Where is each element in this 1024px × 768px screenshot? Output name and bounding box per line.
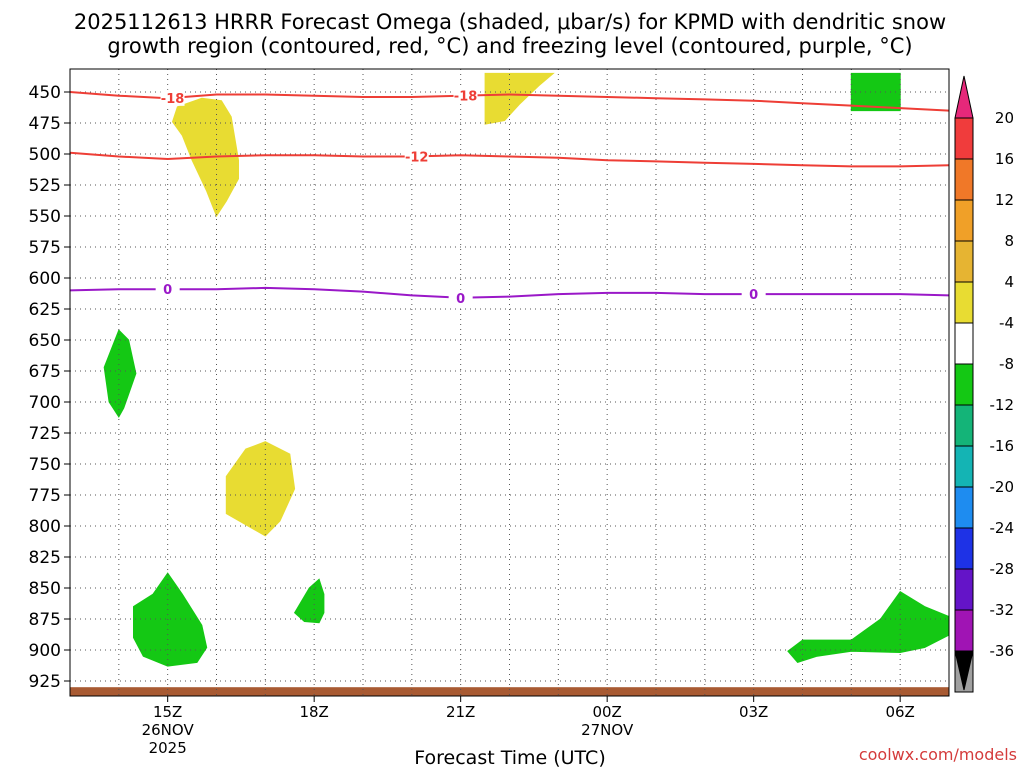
colorbar-label: 4 (1004, 273, 1014, 291)
y-tick-label: 525 (29, 176, 61, 196)
contour-label-bg (448, 289, 473, 306)
y-tick-label: 850 (29, 579, 61, 599)
contour-label-dgz-18: -18 (161, 92, 185, 107)
colorbar-segment (954, 445, 974, 488)
colorbar-label: -36 (990, 642, 1015, 660)
colorbar-segment (954, 527, 974, 570)
colorbar-bottom-arrow (954, 650, 974, 691)
x-tick-label: 06Z (885, 703, 914, 721)
omega-neg-lower-right (787, 591, 949, 663)
contour-dgz-12 (70, 151, 949, 168)
contour-label-dgz-12: -12 (405, 150, 429, 165)
y-tick-label: 575 (29, 238, 61, 258)
colorbar-segment (954, 568, 974, 611)
x-tick-label: 00Z (592, 703, 621, 721)
colorbar-label: -16 (990, 437, 1015, 455)
contour-dgz-18 (70, 91, 949, 112)
contour-label-bg (404, 148, 429, 165)
credit-text: coolwx.com/models (859, 745, 1017, 764)
y-tick-label: 650 (29, 331, 61, 351)
colorbar-segment (954, 363, 974, 406)
contour-label-bg (160, 89, 185, 106)
y-tick-label: 550 (29, 207, 61, 227)
y-tick-label: 675 (29, 362, 61, 382)
terrain-strip (70, 687, 949, 696)
omega-pos-mid (225, 441, 296, 537)
chart-title-line1: 2025112613 HRRR Forecast Omega (shaded, … (74, 10, 946, 34)
y-tick-label: 825 (29, 548, 61, 568)
colorbar-label: -32 (990, 601, 1015, 619)
terrain (70, 687, 949, 696)
omega-pos-upper-mid (484, 72, 555, 125)
x-tick-label: 03Z (739, 703, 768, 721)
colorbar-label: 12 (995, 191, 1014, 209)
y-tick-label: 775 (29, 486, 61, 506)
colorbar-segment (954, 486, 974, 529)
colorbar-segment (954, 158, 974, 201)
y-tick-label: 900 (29, 641, 61, 661)
colorbar-label: -8 (999, 355, 1014, 373)
omega-neg-lower-mid (293, 578, 325, 624)
contour-label-bg (741, 286, 766, 303)
y-tick-label: 800 (29, 517, 61, 537)
contour-label-freezing-level: 0 (749, 288, 758, 303)
x-tick-label: 21Z (446, 703, 475, 721)
colorbar-segment (954, 117, 974, 160)
y-tick-label: 475 (29, 114, 61, 134)
colorbar-label: 8 (1004, 232, 1014, 250)
x-tick-date: 26NOV (142, 721, 195, 739)
contours: -18 -18 -12 0 0 0 (70, 87, 949, 307)
omega-neg-left-mid (103, 329, 137, 418)
y-tick-label: 625 (29, 300, 61, 320)
y-axis: 450 475 500 525 550 575 600 625 650 675 700 725 750 7… (29, 83, 70, 692)
colorbar-label: -24 (990, 519, 1015, 537)
contour-label-bg (155, 281, 180, 298)
omega-neg-lower-left (133, 572, 208, 667)
colorbar: 20 16 12 8 4 -4 -8 -12 -16 -20 -24 -28 -32 -36 (954, 75, 1015, 693)
plot-frame (69, 68, 950, 697)
y-tick-label: 925 (29, 672, 61, 692)
x-axis-label: Forecast Time (UTC) (414, 747, 605, 768)
colorbar-top-arrow (954, 75, 974, 119)
y-tick-label: 725 (29, 424, 61, 444)
y-tick-label: 875 (29, 610, 61, 630)
colorbar-label: -28 (990, 560, 1015, 578)
y-tick-label: 600 (29, 269, 61, 289)
contour-label-freezing-level: 0 (163, 283, 172, 298)
x-tick-date: 27NOV (581, 721, 634, 739)
contour-label-bg (453, 87, 478, 104)
omega-shading (103, 72, 949, 667)
contour-label-dgz-18: -18 (454, 90, 478, 105)
colorbar-label: -20 (990, 478, 1015, 496)
colorbar-label: 16 (995, 150, 1014, 168)
x-tick-label: 18Z (299, 703, 328, 721)
colorbar-segment (954, 281, 974, 324)
colorbar-label: -4 (999, 314, 1014, 332)
colorbar-segment (954, 199, 974, 242)
contour-label-freezing-level: 0 (456, 292, 465, 307)
colorbar-segment (954, 609, 974, 652)
colorbar-label: -12 (990, 396, 1015, 414)
y-tick-label: 750 (29, 455, 61, 475)
y-tick-label: 500 (29, 145, 61, 165)
colorbar-segment (954, 240, 974, 283)
contour-freezing-level (70, 286, 949, 299)
chart-title-line2: growth region (contoured, red, °C) and f… (107, 34, 912, 58)
y-tick-label: 700 (29, 393, 61, 413)
colorbar-label: 20 (995, 109, 1014, 127)
colorbar-segment (954, 404, 974, 447)
x-tick-label: 15Z (153, 703, 182, 721)
x-tick-year: 2025 (149, 739, 187, 757)
y-tick-label: 450 (29, 83, 61, 103)
colorbar-segment (954, 322, 974, 365)
